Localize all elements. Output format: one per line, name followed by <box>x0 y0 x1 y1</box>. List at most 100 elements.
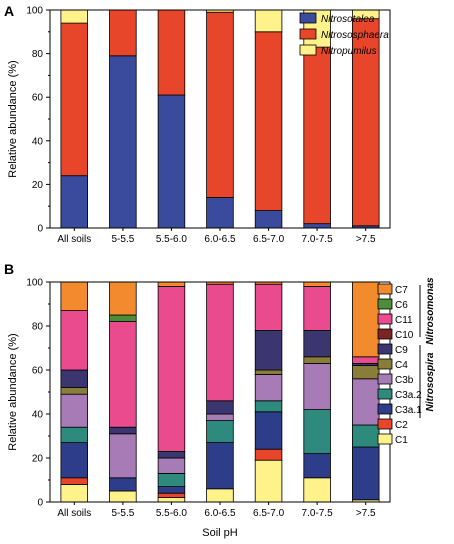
bar-segment-nitrosotalea-5-5-5 <box>109 55 137 229</box>
legend-panel-b: C7 C6 C11 C10 C9 C4 C3b C3a.2 C3a.1 C2 C1 <box>377 283 422 446</box>
x-tick-label-all-soils: All soils <box>57 508 91 519</box>
bar-segment-c3a-1-7-5 <box>351 446 380 501</box>
legend-swatch-nitrosotalea <box>299 12 317 24</box>
bar-segment-nitrososphaera-5-5-6-0 <box>157 9 186 96</box>
bar-segment-nitrososphaera-5-5-5 <box>109 9 137 57</box>
bar-segment-nitrosotalea-6-5-7-0 <box>254 210 283 229</box>
plot-frame <box>49 9 391 229</box>
bar-segment-c3a-2-5-5-6-0 <box>157 472 186 487</box>
x-axis-title: Soil pH <box>202 527 238 539</box>
y-tick-label-60: 60 <box>32 366 44 377</box>
legend-swatch-c7 <box>377 283 393 295</box>
x-tick-label-5-5-5: 5-5.5 <box>112 234 135 245</box>
bar-segment-c3b-6-5-7-0 <box>254 373 283 402</box>
legend-label-nitrosotalea: Nitrosotalea <box>321 14 375 25</box>
bar-segment-nitropumilus-all-soils <box>60 9 89 24</box>
bar-segment-c3a-1-5-5-6-0 <box>157 486 186 494</box>
x-tick-label-6-0-6-5: 6.0-6.5 <box>204 234 236 245</box>
y-tick-label-100: 100 <box>26 6 43 17</box>
bar-segment-c9-7-0-7-5 <box>303 329 331 358</box>
bar-segment-c3a-1-all-soils <box>60 442 89 479</box>
bar-segment-c7-all-soils <box>60 281 89 312</box>
bar-segment-c2-5-5-6-0 <box>157 492 186 499</box>
bar-segment-c1-6-0-6-5 <box>206 488 234 503</box>
bar-segment-nitrososphaera-6-0-6-5 <box>206 11 234 198</box>
y-tick-label-40: 40 <box>32 136 44 147</box>
legend-label-c3a-1: C3a.1 <box>395 405 422 416</box>
legend-group-brackets: Nitrosomonas Nitrosospira <box>419 277 436 418</box>
x-tick-label-all-soils: All soils <box>57 234 91 245</box>
bar-segment-c11-6-5-7-0 <box>254 283 283 331</box>
chart-panel-a: All soils 5-5.5 5.5-6.0 6.0-6.5 6.5-7.0 7.0-7… <box>7 6 391 245</box>
bar-segment-c7-7-5 <box>351 281 380 358</box>
group-label-nitrosomonas: Nitrosomonas <box>425 277 436 345</box>
x-tick-label-6-5-7-0: 6.5-7.0 <box>253 234 285 245</box>
legend-label-c9: C9 <box>395 345 408 356</box>
legend-swatch-c11 <box>377 313 393 325</box>
y-tick-label-100: 100 <box>26 278 43 289</box>
legend-label-c1: C1 <box>395 435 408 446</box>
bar-segment-c3a-2-7-0-7-5 <box>303 409 331 455</box>
legend-label-c10: C10 <box>395 330 414 341</box>
y-tick-label-0: 0 <box>37 498 43 509</box>
bar-segment-c3b-all-soils <box>60 393 89 428</box>
y-axis-title: Relative abundance (%) <box>7 60 19 177</box>
bar-segment-c1-7-0-7-5 <box>303 477 331 503</box>
bar-segment-c3b-5-5-6-0 <box>157 457 186 474</box>
bar-segment-c9-5-5-6-0 <box>157 450 186 459</box>
bar-segment-c2-6-5-7-0 <box>254 448 283 461</box>
bar-segment-c9-6-0-6-5 <box>206 400 234 415</box>
bar-segment-c9-5-5-5 <box>109 426 137 435</box>
bar-segment-c11-7-0-7-5 <box>303 285 331 331</box>
y-tick-label-0: 0 <box>37 224 43 235</box>
bar-segment-c11-7-5 <box>351 356 380 364</box>
bar-segment-c3b-7-5 <box>351 378 380 426</box>
group-label-nitrosospira: Nitrosospira <box>425 352 436 411</box>
bar-segment-c3a-1-5-5-5 <box>109 477 137 492</box>
bar-segment-c3b-6-0-6-5 <box>206 413 234 421</box>
bar-segment-nitrosotalea-all-soils <box>60 175 89 229</box>
x-tick-label-5-5-6-0: 5.5-6.0 <box>156 508 188 519</box>
y-tick-label-20: 20 <box>32 454 44 465</box>
legend-swatch-c3b <box>377 373 393 385</box>
legend-swatch-c10 <box>377 328 393 340</box>
bar-segment-c4-7-0-7-5 <box>303 356 331 364</box>
legend-label-c6: C6 <box>395 300 408 311</box>
bar-segment-c4-6-5-7-0 <box>254 369 283 375</box>
bar-segment-c1-5-5-6-0 <box>157 497 186 503</box>
legend-swatch-nitrososphaera <box>299 28 317 40</box>
x-tick-label-6-5-7-0: 6.5-7.0 <box>253 508 285 519</box>
x-tick-label-7-5: >7.5 <box>356 508 376 519</box>
bar-segment-c3a-2-6-5-7-0 <box>254 400 283 413</box>
y-tick-label-60: 60 <box>32 93 44 104</box>
legend-swatch-nitropumilus <box>299 44 317 56</box>
bar-segment-c7-7-0-7-5 <box>303 281 331 287</box>
legend-swatch-c6 <box>377 298 393 310</box>
legend-label-c11: C11 <box>395 315 413 326</box>
legend-swatch-c3a-1 <box>377 403 393 415</box>
y-tick-label-40: 40 <box>32 410 44 421</box>
bar-segment-c11-all-soils <box>60 310 89 371</box>
legend-label-c3a-2: C3a.2 <box>395 390 422 401</box>
bar-segment-c2-all-soils <box>60 477 89 485</box>
bar-segment-c3a-1-6-0-6-5 <box>206 442 234 490</box>
x-tick-label-7-0-7-5: 7.0-7.5 <box>302 234 334 245</box>
bar-segment-c3a-2-all-soils <box>60 426 89 444</box>
bar-segment-c1-5-5-5 <box>109 490 137 503</box>
bar-segment-c11-5-5-5 <box>109 321 137 428</box>
y-axis-title: Relative abundance (%) <box>7 333 19 450</box>
bar-segment-nitrososphaera-7-0-7-5 <box>303 46 331 225</box>
bar-segment-nitropumilus-6-5-7-0 <box>254 9 283 33</box>
legend-label-c3b: C3b <box>395 375 414 386</box>
legend-swatch-c9 <box>377 343 393 355</box>
bar-segment-nitrososphaera-6-5-7-0 <box>254 31 283 212</box>
bar-segment-nitrosotalea-5-5-6-0 <box>157 94 186 229</box>
legend-label-nitrososphaera: Nitrososphaera <box>321 30 389 41</box>
legend-swatch-c1 <box>377 433 393 445</box>
y-tick-label-80: 80 <box>32 322 44 333</box>
bar-segment-c7-5-5-5 <box>109 281 137 316</box>
bar-segment-c9-6-5-7-0 <box>254 329 283 371</box>
legend-label-c4: C4 <box>395 360 408 371</box>
y-tick-label-80: 80 <box>32 49 44 60</box>
